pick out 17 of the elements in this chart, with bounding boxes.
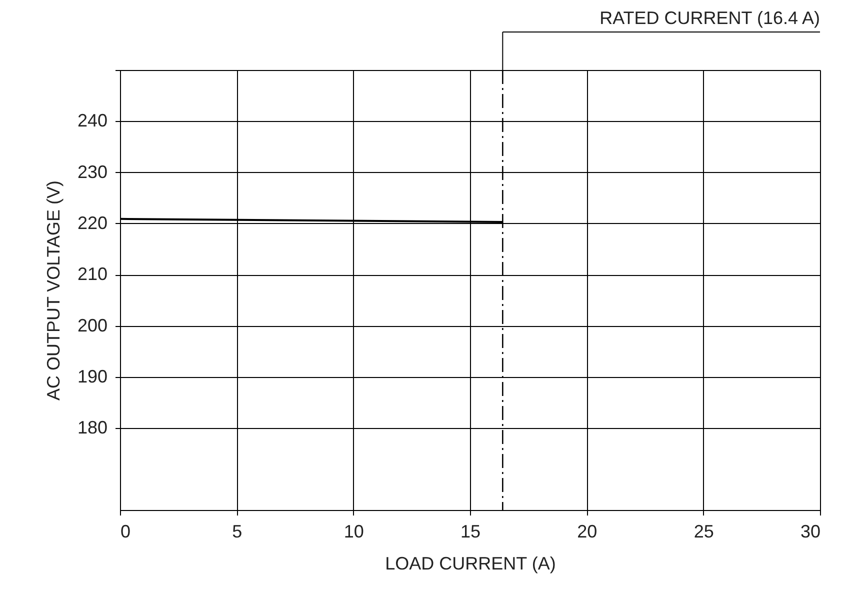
y-tick-label: 220 (77, 212, 108, 233)
x-tick-label: 20 (577, 522, 598, 542)
x-axis-title: LOAD CURRENT (A) (385, 554, 556, 574)
y-tick-label: 200 (77, 315, 108, 336)
x-tick-label: 25 (694, 522, 714, 542)
y-axis-title: AC OUTPUT VOLTAGE (V) (43, 180, 64, 401)
y-tick-label: 190 (77, 366, 108, 386)
ref-line-label: RATED CURRENT (16.4 A) (600, 8, 820, 28)
y-tick-label: 240 (77, 110, 108, 131)
y-tick-label: 230 (77, 162, 108, 182)
x-tick-label: 5 (232, 522, 242, 542)
x-tick-label: 10 (344, 522, 364, 542)
x-tick-label: 30 (800, 522, 820, 542)
y-tick-label: 210 (77, 264, 108, 284)
y-tick-label: 180 (77, 418, 108, 438)
x-tick-label: 15 (460, 522, 481, 542)
x-tick-label: 0 (120, 522, 131, 542)
